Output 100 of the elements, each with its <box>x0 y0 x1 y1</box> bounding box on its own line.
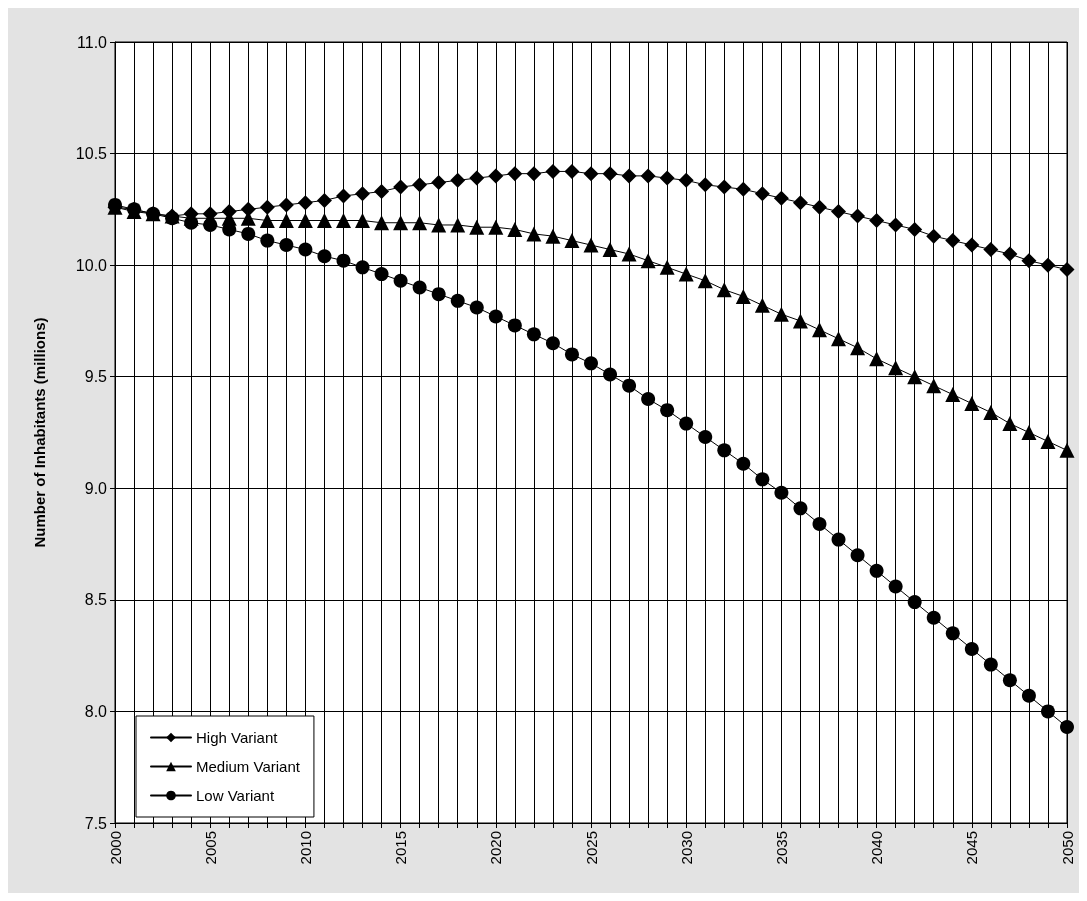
point <box>564 347 579 362</box>
point <box>335 213 351 229</box>
y-tick-label: 10.0 <box>75 256 108 274</box>
point <box>754 297 770 313</box>
point <box>773 306 789 322</box>
point <box>640 168 656 184</box>
point <box>412 215 428 231</box>
point <box>602 166 618 182</box>
legend-label: High Variant <box>196 729 279 746</box>
point <box>1021 688 1036 703</box>
point <box>1060 720 1074 735</box>
point <box>660 403 675 418</box>
legend-label: Medium Variant <box>196 758 301 775</box>
point <box>278 213 294 229</box>
point <box>678 172 694 188</box>
point <box>773 190 789 206</box>
point <box>297 213 313 229</box>
x-tick-label: 2045 <box>963 831 981 865</box>
point <box>659 259 675 275</box>
point <box>260 233 275 248</box>
point <box>641 392 656 407</box>
point <box>355 186 371 202</box>
point <box>926 610 941 625</box>
point <box>298 242 313 257</box>
point <box>659 170 675 186</box>
point <box>374 267 389 282</box>
point <box>507 318 522 333</box>
point <box>545 336 560 351</box>
point <box>374 215 390 231</box>
point <box>717 443 732 458</box>
x-tick-label: 2015 <box>392 831 410 865</box>
point <box>793 501 808 516</box>
point <box>412 280 427 295</box>
point <box>431 175 447 191</box>
y-tick-label: 7.5 <box>84 814 108 832</box>
point <box>603 367 618 382</box>
point <box>583 166 599 182</box>
point <box>584 356 598 371</box>
point <box>316 213 332 229</box>
point <box>926 378 942 394</box>
point <box>526 166 542 182</box>
point <box>811 322 827 338</box>
point <box>545 228 561 244</box>
point <box>184 215 199 230</box>
point <box>907 221 923 237</box>
point <box>431 287 446 302</box>
point <box>335 188 351 204</box>
point <box>583 237 599 253</box>
point <box>774 485 789 500</box>
point <box>736 456 751 471</box>
point <box>469 219 485 235</box>
point <box>279 238 294 253</box>
point <box>316 192 332 208</box>
point <box>1040 257 1056 273</box>
point <box>488 168 504 184</box>
point <box>983 657 998 672</box>
point <box>450 217 466 233</box>
point <box>564 233 580 249</box>
point <box>602 242 618 258</box>
point <box>945 233 961 249</box>
point <box>811 199 827 215</box>
point <box>297 195 313 211</box>
point <box>888 579 903 594</box>
point <box>888 360 904 376</box>
point <box>831 204 847 220</box>
point <box>526 226 542 242</box>
point <box>278 197 294 213</box>
point <box>488 309 503 324</box>
point <box>622 378 637 393</box>
x-tick-label: 2005 <box>201 831 219 865</box>
point <box>1002 416 1018 432</box>
point <box>945 387 961 403</box>
point <box>469 170 485 186</box>
point <box>621 246 637 262</box>
point <box>1059 262 1075 278</box>
x-tick-label: 2030 <box>677 831 695 865</box>
point <box>850 208 866 224</box>
point <box>545 163 561 179</box>
point <box>869 563 884 578</box>
point <box>945 626 960 641</box>
point <box>698 429 713 444</box>
point <box>393 273 408 288</box>
point <box>317 249 332 264</box>
point <box>964 395 980 411</box>
point <box>831 532 846 547</box>
point <box>203 217 218 232</box>
legend-label: Low Variant <box>196 787 275 804</box>
point <box>697 177 713 193</box>
point <box>488 219 504 235</box>
point <box>678 266 694 282</box>
point <box>983 242 999 258</box>
point <box>869 213 885 229</box>
point <box>259 199 275 215</box>
point <box>393 215 409 231</box>
point <box>374 184 390 200</box>
point <box>926 228 942 244</box>
y-tick-label: 11.0 <box>77 33 108 51</box>
point <box>812 516 827 531</box>
point <box>735 181 751 197</box>
x-tick-label: 2050 <box>1058 831 1076 865</box>
